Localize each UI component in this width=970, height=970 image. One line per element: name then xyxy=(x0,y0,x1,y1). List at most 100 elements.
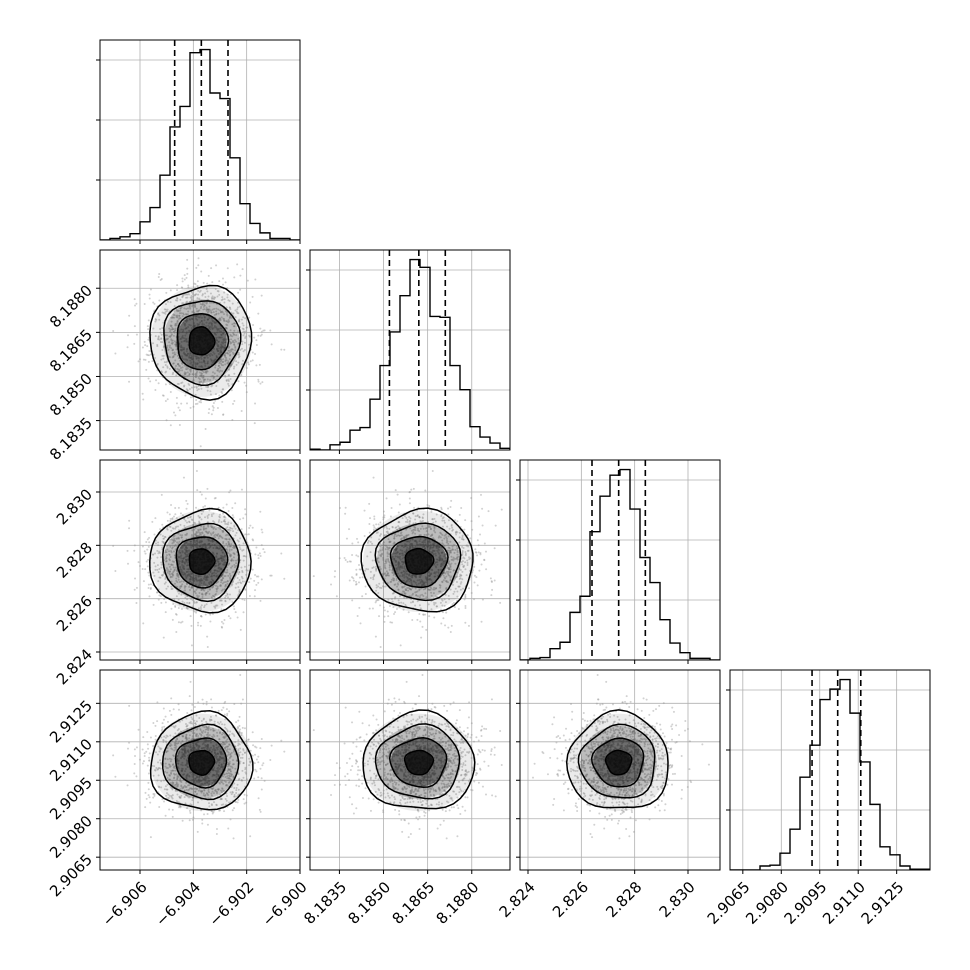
sample-point xyxy=(420,580,423,583)
sample-point xyxy=(206,290,209,293)
sample-point xyxy=(229,545,232,548)
sample-point xyxy=(220,579,223,582)
sample-point xyxy=(421,517,424,520)
sample-point xyxy=(206,356,209,359)
sample-point xyxy=(186,293,189,296)
sample-point xyxy=(490,580,493,583)
sample-point xyxy=(383,573,386,576)
sample-point xyxy=(219,599,222,602)
sample-point xyxy=(209,292,212,295)
sample-point xyxy=(446,525,449,528)
sample-point xyxy=(228,545,231,548)
sample-point xyxy=(219,366,222,369)
sample-point xyxy=(218,599,221,602)
sample-point xyxy=(419,580,422,583)
sample-point xyxy=(173,329,176,332)
sample-point xyxy=(425,596,428,599)
sample-point xyxy=(209,325,212,328)
sample-point xyxy=(257,554,260,557)
sample-point xyxy=(400,601,403,604)
sample-point xyxy=(144,552,147,555)
sample-point xyxy=(220,581,223,584)
sample-point xyxy=(224,344,227,347)
sample-point xyxy=(208,542,211,545)
sample-point xyxy=(185,507,188,510)
sample-point xyxy=(227,615,230,618)
sample-point xyxy=(223,354,226,357)
sample-point xyxy=(371,542,374,545)
sample-point xyxy=(387,574,390,577)
sample-point xyxy=(445,556,448,559)
sample-point xyxy=(188,323,191,326)
sample-point xyxy=(222,542,225,545)
sample-point xyxy=(394,583,397,586)
sample-point xyxy=(210,601,213,604)
sample-point xyxy=(229,377,232,380)
sample-point xyxy=(443,571,446,574)
sample-point xyxy=(182,561,185,564)
sample-point xyxy=(170,342,173,345)
sample-point xyxy=(198,290,201,293)
sample-point xyxy=(199,531,202,534)
sample-point xyxy=(220,341,223,344)
sample-point xyxy=(380,587,383,590)
sample-point xyxy=(179,555,182,558)
sample-point xyxy=(377,599,380,602)
sample-point xyxy=(375,569,378,572)
sample-point xyxy=(245,573,248,576)
sample-point xyxy=(205,287,208,290)
sample-point xyxy=(157,276,160,279)
sample-point xyxy=(409,542,412,545)
sample-point xyxy=(160,333,163,336)
sample-point xyxy=(434,565,437,568)
sample-point xyxy=(382,585,385,588)
sample-point xyxy=(232,402,235,405)
sample-point xyxy=(187,374,190,377)
sample-point xyxy=(389,540,392,543)
sample-point xyxy=(401,554,404,557)
sample-point xyxy=(212,409,215,412)
sample-point xyxy=(163,361,166,364)
sample-point xyxy=(176,354,179,357)
sample-point xyxy=(189,572,192,575)
sample-point xyxy=(216,328,219,331)
sample-point xyxy=(195,506,198,509)
sample-point xyxy=(161,394,164,397)
sample-point xyxy=(227,378,230,381)
sample-point xyxy=(184,394,187,397)
sample-point xyxy=(467,545,470,548)
sample-point xyxy=(439,601,442,604)
sample-point xyxy=(135,586,138,589)
sample-point xyxy=(146,538,149,541)
sample-point xyxy=(405,580,408,583)
sample-point xyxy=(245,384,248,387)
sample-point xyxy=(185,546,188,549)
sample-point xyxy=(459,588,462,591)
sample-point xyxy=(208,353,211,356)
sample-point xyxy=(236,308,239,311)
sample-point xyxy=(186,300,189,303)
sample-point xyxy=(214,333,217,336)
sample-point xyxy=(447,513,450,516)
sample-point xyxy=(494,524,497,527)
sample-point xyxy=(450,499,453,502)
sample-point xyxy=(204,574,207,577)
sample-point xyxy=(203,576,206,579)
sample-point xyxy=(437,551,440,554)
hist-panel-1-1 xyxy=(306,250,510,454)
sample-point xyxy=(395,547,398,550)
sample-point xyxy=(215,338,218,341)
sample-point xyxy=(372,476,375,479)
sample-point xyxy=(217,537,220,540)
sample-point xyxy=(232,559,235,562)
sample-point xyxy=(160,601,163,604)
sample-point xyxy=(372,576,375,579)
sample-point xyxy=(441,611,444,614)
sample-point xyxy=(176,367,179,370)
sample-point xyxy=(441,564,444,567)
sample-point xyxy=(184,553,187,556)
sample-point xyxy=(179,366,182,369)
sample-point xyxy=(395,526,398,529)
sample-point xyxy=(221,626,224,629)
sample-point xyxy=(433,525,436,528)
